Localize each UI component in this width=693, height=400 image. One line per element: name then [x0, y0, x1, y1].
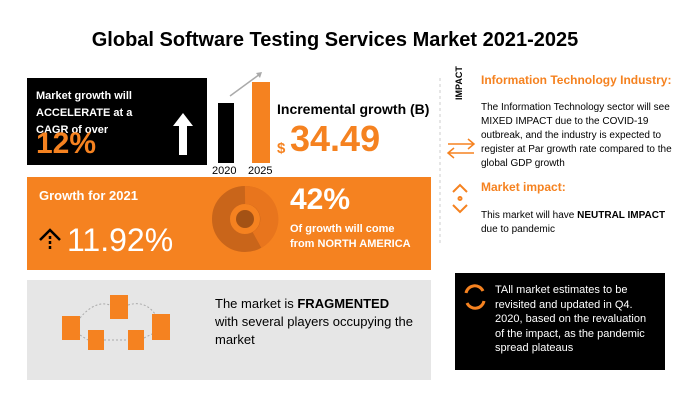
- industry-title: Information Technology Industry:: [481, 73, 672, 87]
- text: with several players occupying the marke…: [215, 314, 413, 347]
- year-label: 2020: [212, 165, 237, 177]
- note-text: TAll market estimates to be revisited an…: [495, 284, 647, 354]
- trend-arrow: [229, 73, 261, 97]
- market-title: Market impact:: [481, 180, 566, 194]
- refresh-icon: [464, 284, 486, 310]
- trend-arrowhead: [256, 72, 262, 78]
- incremental-label: Incremental growth (B): [277, 101, 430, 117]
- text: due to pandemic: [481, 224, 555, 235]
- donut-core: [236, 210, 254, 228]
- currency: $: [277, 140, 286, 157]
- bar-2020: [218, 103, 234, 163]
- text-bold: NEUTRAL IMPACT: [577, 210, 666, 221]
- bar-2025: [252, 82, 270, 163]
- year-label: 2025: [248, 165, 273, 177]
- title: Global Software Testing Services Market …: [91, 29, 579, 51]
- up-arrow: [173, 113, 193, 155]
- growth-value: 11.92%: [67, 222, 174, 258]
- fragmented-text: The market is FRAGMENTED with several pl…: [215, 295, 415, 349]
- cagr-value: 12%: [36, 127, 97, 160]
- buildings-icon: [62, 295, 170, 350]
- industry-text: The Information Technology sector will s…: [481, 102, 672, 169]
- double-arrow: [446, 138, 476, 159]
- donut-share: [244, 186, 279, 248]
- growth-icon: [39, 228, 61, 241]
- region-share: 42%: [290, 183, 351, 216]
- network-lines: [79, 303, 156, 341]
- text-bold: FRAGMENTED: [297, 296, 390, 311]
- impact-tag: IMPACT: [454, 66, 464, 100]
- region-text: Of growth will come from NORTH AMERICA: [290, 223, 411, 250]
- growth-label: Growth for 2021: [39, 188, 138, 203]
- incremental-value: 34.49: [290, 118, 381, 159]
- text: This market will have: [481, 210, 578, 221]
- cagr-label: Market growth will ACCELERATE at a CAGR …: [36, 90, 133, 136]
- note-box: [455, 273, 665, 370]
- text: The market is: [215, 296, 298, 311]
- market-text: This market will have NEUTRAL IMPACT due…: [481, 209, 671, 237]
- impact-icon: [452, 183, 468, 214]
